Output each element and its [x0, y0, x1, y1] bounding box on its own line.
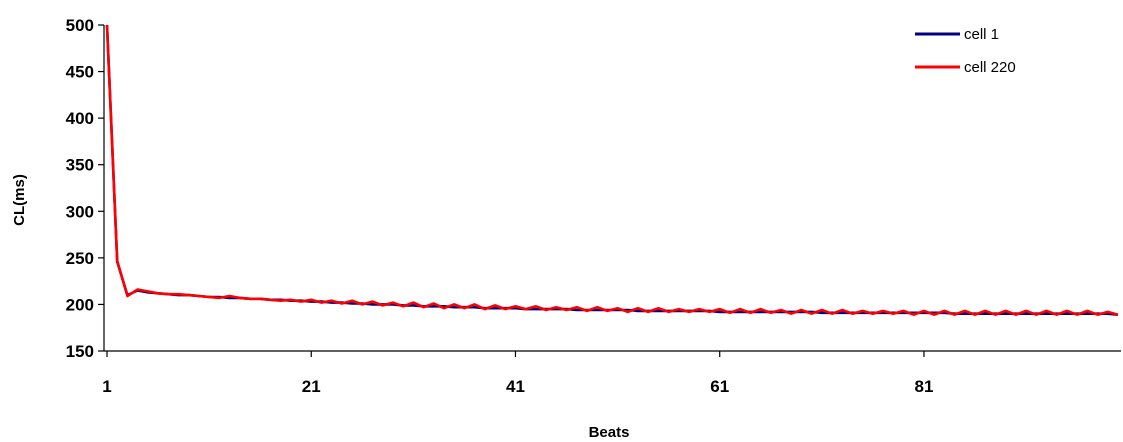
x-tick-label: 21 — [302, 377, 321, 396]
y-tick-label: 400 — [66, 109, 94, 128]
x-tick-label: 1 — [102, 377, 111, 396]
axes: 150 200 250 300 350 400 450 500 1 21 41 61 81 — [66, 16, 1121, 396]
x-tick-label: 61 — [710, 377, 729, 396]
legend-label-cell-1: cell 1 — [964, 26, 999, 43]
y-tick-label: 350 — [66, 156, 94, 175]
y-tick-label: 250 — [66, 249, 94, 268]
x-tick-label: 81 — [915, 377, 934, 396]
y-axis-title: CL(ms) — [11, 174, 28, 226]
series-line-cell-220 — [105, 24, 1119, 317]
y-tick-label: 200 — [66, 295, 94, 314]
y-tick-label: 500 — [66, 16, 94, 35]
legend-label-cell-220: cell 220 — [964, 59, 1016, 76]
series-layer — [105, 24, 1119, 317]
y-tick-label: 300 — [66, 202, 94, 221]
y-tick-label: 150 — [66, 342, 94, 361]
x-tick-label: 41 — [506, 377, 525, 396]
y-tick-label: 450 — [66, 63, 94, 82]
legend: cell 1 cell 220 — [915, 26, 1016, 76]
x-axis-title: Beats — [589, 424, 630, 441]
